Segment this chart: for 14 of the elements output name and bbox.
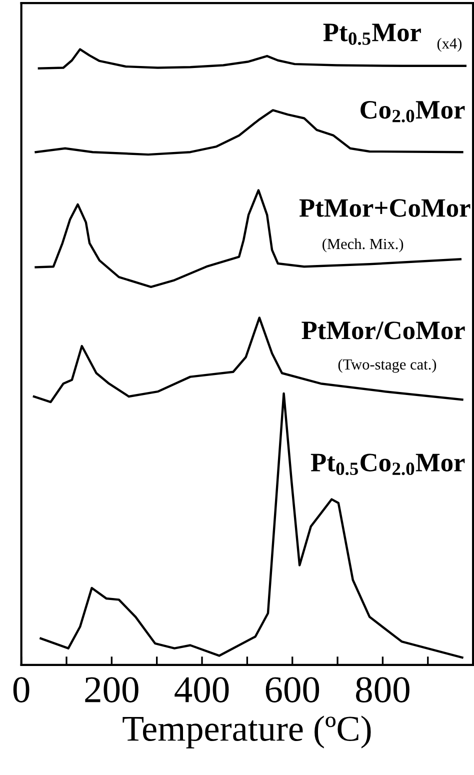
x-tick-label: 400 [174, 677, 229, 702]
annotation: (Two-stage cat.) [338, 358, 436, 373]
x-tick-label: 200 [85, 677, 138, 702]
series-label: Pt$_{0.5}$Co$_{2.0}$Mor [310, 454, 465, 476]
series-label: Co$_{2.0}$Mor [360, 100, 465, 122]
annotation: (x4) [437, 38, 462, 52]
x-tick-label: 800 [356, 677, 410, 702]
series-label: PtMor+CoMor [299, 199, 470, 217]
series-label: PtMor/CoMor [302, 322, 465, 340]
x-tick-label: 0 [13, 677, 30, 702]
x-axis-title: Temperature (ºC) [122, 716, 371, 748]
series-label: Pt$_{0.5}$Mor [323, 24, 421, 45]
annotation: (Mech. Mix.) [322, 238, 404, 252]
x-tick-label: 600 [266, 677, 320, 702]
